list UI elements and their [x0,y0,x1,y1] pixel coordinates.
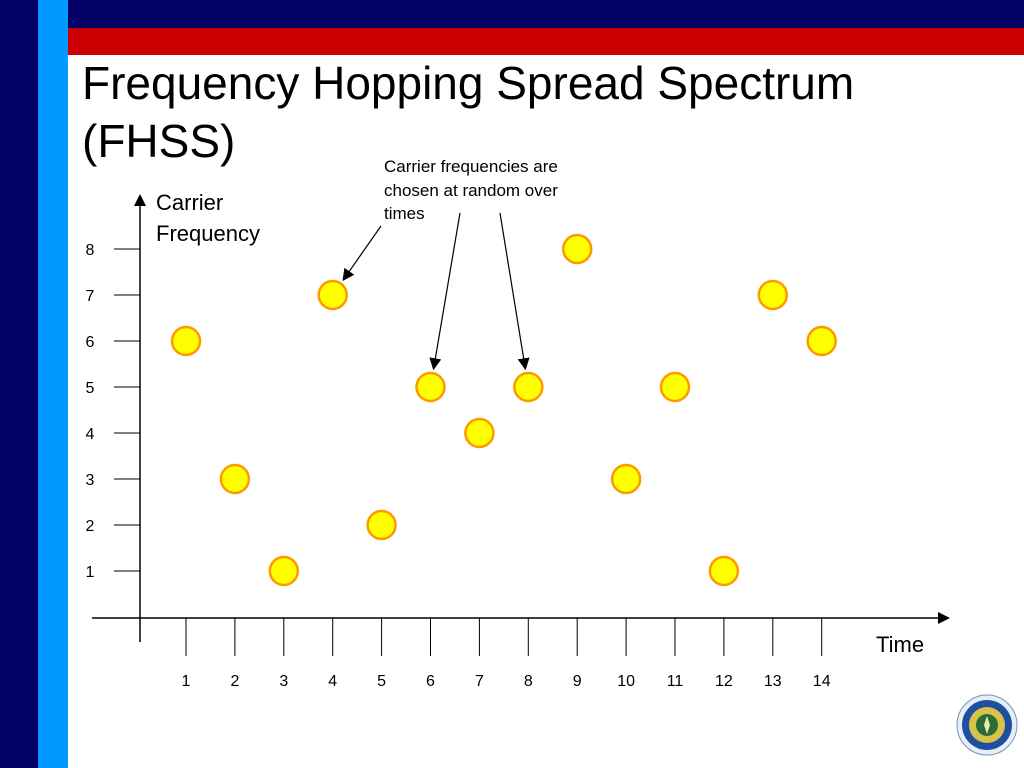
x-tick-label: 9 [573,673,582,690]
y-tick-label: 8 [86,242,95,259]
data-points [170,233,837,587]
x-tick-label: 6 [426,673,435,690]
data-point [513,371,544,403]
data-point [610,463,642,495]
data-point [317,279,348,311]
x-tick-label: 2 [230,673,239,690]
x-tick-label: 10 [617,673,635,690]
data-point [268,555,300,587]
slide-title-line1: Frequency Hopping Spread Spectrum [82,57,855,109]
y-tick-label: 1 [86,564,95,581]
x-axis-label: Time [876,632,924,657]
emblem-seal-icon [956,694,1018,756]
y-axis-ticks: 1 2 3 4 5 6 7 8 [86,242,140,581]
data-point [708,555,740,587]
data-point [366,509,397,541]
slide-title: Frequency Hopping Spread Spectrum (FHSS) [82,54,982,170]
y-tick-label: 2 [86,518,95,535]
x-axis-ticks: 1 2 3 4 5 6 7 8 9 10 11 12 13 14 [182,618,831,690]
y-tick-label: 7 [86,288,95,305]
x-tick-label: 12 [715,673,733,690]
chart-axes [92,194,950,642]
data-point [561,233,593,265]
x-tick-label: 11 [667,673,684,690]
x-tick-label: 3 [279,673,288,690]
x-tick-label: 1 [182,673,191,690]
annotation-line3: times [384,204,425,223]
data-point [757,279,789,311]
top-red-band [0,28,1024,55]
data-point [415,371,446,403]
x-tick-label: 14 [813,673,831,690]
y-tick-label: 3 [86,472,95,489]
annotation-arrow [342,225,382,282]
x-tick-label: 13 [764,673,782,690]
data-point [170,325,202,357]
left-navy-band [0,0,38,768]
y-tick-label: 4 [86,426,95,443]
y-tick-label: 5 [86,380,95,397]
annotation-arrow [499,212,530,371]
data-point [464,417,495,449]
x-tick-label: 8 [524,673,533,690]
y-axis-label-line1: Carrier [156,190,223,215]
left-blue-band [38,0,68,768]
slide-title-line2: (FHSS) [82,115,236,167]
x-tick-label: 5 [377,673,386,690]
left-blue-band-overlap [38,28,68,55]
annotation-arrow [429,212,461,371]
data-point [806,325,837,357]
data-point [219,463,251,495]
annotation-arrows [342,212,530,371]
data-point [659,371,691,403]
top-navy-band [68,0,1024,28]
x-tick-label: 7 [475,673,484,690]
left-navy-band-overlap [0,28,38,55]
y-axis-label-line2: Frequency [156,221,260,246]
x-tick-label: 4 [328,673,337,690]
y-tick-label: 6 [86,334,95,351]
annotation-line2: chosen at random over [384,181,558,200]
annotation-line1: Carrier frequencies are [384,157,558,176]
